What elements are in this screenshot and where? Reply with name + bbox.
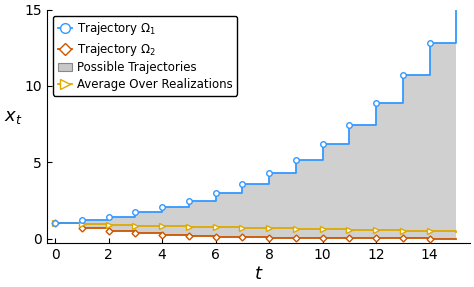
X-axis label: $t$: $t$ bbox=[254, 265, 263, 283]
Legend: Trajectory $\Omega_1$, Trajectory $\Omega_2$, Possible Trajectories, Average Ove: Trajectory $\Omega_1$, Trajectory $\Omeg… bbox=[53, 15, 237, 96]
Y-axis label: $x_t$: $x_t$ bbox=[4, 108, 23, 127]
